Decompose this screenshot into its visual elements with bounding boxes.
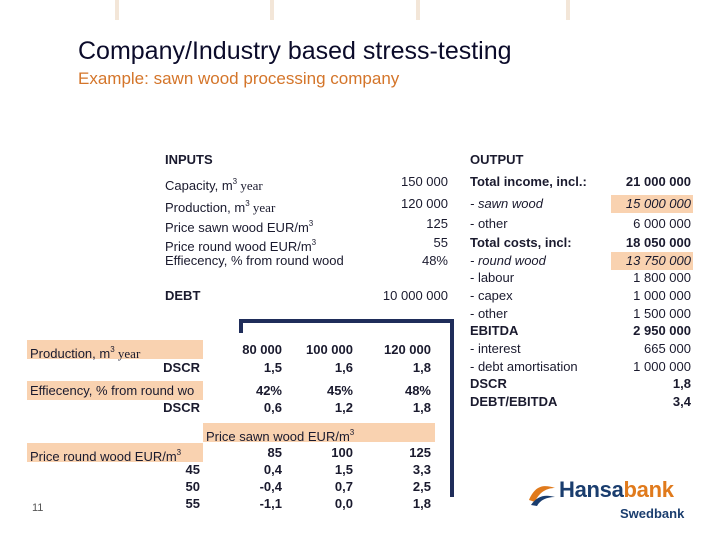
price-sawn-scenario: 85 — [267, 445, 282, 460]
dscr-grid-cell: 3,3 — [412, 462, 431, 477]
production-scenario-value: 120 000 — [384, 342, 431, 357]
output-value: 665 000 — [644, 341, 691, 356]
output-label: EBITDA — [470, 323, 519, 338]
debt-value: 10 000 000 — [382, 288, 448, 303]
price-round-scenario: 45 — [185, 462, 200, 477]
output-label: Total income, incl.: — [470, 174, 587, 189]
dscr-grid-cell: 2,5 — [412, 479, 431, 494]
output-label: Total costs, incl: — [470, 235, 572, 250]
output-value: 1 000 000 — [633, 288, 691, 303]
slide-title: Company/Industry based stress-testing — [78, 37, 512, 65]
inputs-heading: INPUTS — [165, 152, 213, 167]
dscr-value: 1,8 — [412, 400, 431, 415]
dscr-value: 0,6 — [263, 400, 282, 415]
dscr-value: 1,8 — [412, 360, 431, 375]
output-value: 21 000 000 — [625, 174, 691, 189]
output-value: 1,8 — [672, 376, 691, 391]
price-sawn-label: Price sawn wood EUR/m3 — [165, 219, 314, 235]
page-number: 11 — [32, 502, 44, 514]
capacity-label: Capacity, m3 year — [165, 177, 263, 193]
efficiency-scenario-value: 48% — [404, 383, 431, 398]
price-sawn-scenario: 100 — [331, 445, 353, 460]
capacity-value: 150 000 — [401, 174, 448, 189]
price-sawn-scenario: 125 — [409, 445, 431, 460]
output-label: DSCR — [470, 376, 507, 391]
top-decorative-band — [0, 0, 720, 20]
price-round-value: 55 — [433, 235, 448, 250]
dscr-grid-cell: 1,5 — [334, 462, 353, 477]
output-label: DEBT/EBITDA — [470, 394, 558, 409]
dscr-label: DSCR — [163, 360, 200, 375]
output-value: 1 500 000 — [633, 306, 691, 321]
production-value: 120 000 — [401, 196, 448, 211]
swedbank-logo-text: Swedbank — [620, 506, 685, 521]
output-label: - other — [470, 306, 508, 321]
price-round-sensitivity-label: Price round wood EUR/m3 — [30, 448, 182, 464]
output-value: 15 000 000 — [625, 196, 691, 211]
output-label: - interest — [470, 341, 521, 356]
efficiency-label: Effiecency, % from round wood — [165, 253, 344, 268]
dscr-grid-cell: 0,0 — [334, 496, 353, 511]
price-round-scenario: 50 — [185, 479, 200, 494]
production-label: Production, m3 year — [165, 199, 276, 215]
price-round-scenario: 55 — [185, 496, 200, 511]
production-scenario-value: 100 000 — [306, 342, 353, 357]
price-round-sensitivity-bar — [27, 443, 203, 462]
dscr-grid-cell: 0,4 — [263, 462, 282, 477]
efficiency-value: 48% — [421, 253, 448, 268]
production-sensitivity-bar — [27, 340, 203, 359]
output-value: 2 950 000 — [633, 323, 691, 338]
dscr-value: 1,6 — [334, 360, 353, 375]
dscr-value: 1,5 — [263, 360, 282, 375]
sensitivity-frame-top — [239, 319, 453, 323]
dscr-grid-cell: 1,8 — [412, 496, 431, 511]
output-heading: OUTPUT — [470, 152, 524, 167]
production-sensitivity-label: Production, m3 year — [30, 345, 141, 361]
output-value: 6 000 000 — [633, 216, 691, 231]
price-sawn-value: 125 — [426, 216, 448, 231]
dscr-value: 1,2 — [334, 400, 353, 415]
dscr-grid-cell: 0,7 — [334, 479, 353, 494]
output-value: 3,4 — [672, 394, 691, 409]
dscr-grid-cell: -1,1 — [259, 496, 282, 511]
slide-subtitle: Example: sawn wood processing company — [78, 69, 400, 88]
output-value: 1 000 000 — [633, 359, 691, 374]
efficiency-sensitivity-bar — [27, 381, 203, 400]
sensitivity-frame-left — [239, 319, 243, 333]
highlight-round-wood — [611, 252, 693, 270]
output-label: - sawn wood — [470, 196, 543, 211]
output-value: 13 750 000 — [625, 253, 691, 268]
output-value: 18 050 000 — [625, 235, 691, 250]
debt-label: DEBT — [165, 288, 201, 303]
output-label: - debt amortisation — [470, 359, 578, 374]
sensitivity-frame-right — [450, 319, 454, 497]
efficiency-scenario-value: 45% — [326, 383, 353, 398]
output-label: - labour — [470, 270, 515, 285]
highlight-sawn-wood — [611, 195, 693, 213]
dscr-grid-cell: -0,4 — [259, 479, 282, 494]
production-scenario-value: 80 000 — [242, 342, 282, 357]
output-label: - other — [470, 216, 508, 231]
output-label: - capex — [470, 288, 513, 303]
efficiency-sensitivity-label: Effiecency, % from round wo — [30, 383, 195, 398]
price-sawn-header-bar — [203, 423, 435, 442]
output-value: 1 800 000 — [633, 270, 691, 285]
hansabank-wave-logo-icon — [529, 486, 555, 506]
dscr-label: DSCR — [163, 400, 200, 415]
hansabank-logo-text: Hansabank — [559, 477, 674, 502]
price-round-label: Price round wood EUR/m3 — [165, 238, 317, 254]
price-sawn-header: Price sawn wood EUR/m3 — [206, 428, 355, 444]
output-label: - round wood — [470, 253, 546, 268]
efficiency-scenario-value: 42% — [255, 383, 282, 398]
